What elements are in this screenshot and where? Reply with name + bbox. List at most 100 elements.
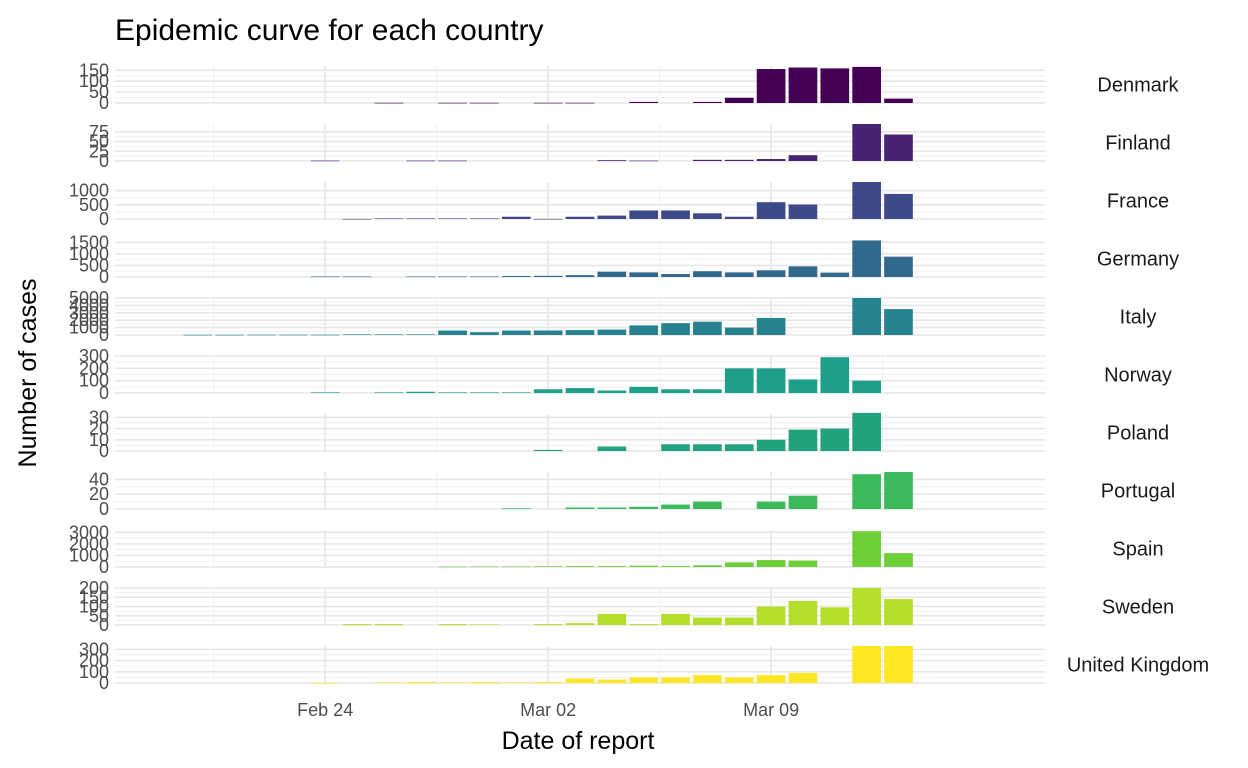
bar-france — [374, 218, 404, 220]
bar-france — [693, 213, 722, 219]
y-axis-title: Number of cases — [14, 279, 42, 468]
bar-denmark — [724, 97, 754, 103]
bar-united-kingdom — [533, 681, 563, 683]
bar-spain — [629, 565, 659, 567]
bar-france — [406, 218, 436, 220]
bar-germany — [406, 276, 436, 278]
bar-norway — [724, 368, 754, 393]
bar-norway — [788, 379, 818, 393]
y-tick-label: 10 — [89, 430, 109, 450]
bar-finland — [597, 160, 627, 161]
bar-italy — [342, 334, 372, 336]
bar-france — [661, 210, 690, 219]
bar-denmark — [565, 102, 595, 104]
bar-france — [629, 210, 659, 219]
bar-france — [597, 215, 627, 219]
bar-spain — [884, 553, 913, 567]
y-tick-label: 1000 — [69, 318, 109, 338]
y-tick-label: 0 — [99, 209, 109, 229]
bar-denmark — [438, 102, 467, 104]
strip-label-denmark: Denmark — [1097, 75, 1179, 97]
bar-spain — [565, 566, 595, 567]
bar-united-kingdom — [629, 677, 659, 683]
bar-germany — [597, 271, 627, 277]
bar-united-kingdom — [693, 675, 722, 683]
bar-united-kingdom — [565, 678, 595, 683]
bar-norway — [629, 386, 659, 393]
y-tick-label: 50 — [89, 132, 109, 152]
bar-spain — [693, 565, 722, 567]
x-tick-label: Mar 09 — [743, 700, 799, 720]
bar-finland — [724, 159, 754, 161]
y-tick-label: 1000 — [69, 545, 109, 565]
y-tick-label: 50 — [89, 82, 109, 102]
y-tick-label: 0 — [99, 615, 109, 635]
x-tick-label: Feb 24 — [297, 700, 353, 720]
bar-germany — [342, 276, 372, 278]
y-tick-label: 0 — [99, 441, 109, 461]
y-tick-label: 5000 — [69, 288, 109, 308]
strip-label-france: France — [1107, 191, 1169, 213]
bar-portugal — [852, 474, 881, 509]
bar-italy — [629, 325, 659, 335]
bar-denmark — [629, 101, 659, 103]
bar-united-kingdom — [756, 675, 786, 683]
bar-portugal — [629, 506, 659, 509]
y-tick-label: 20 — [89, 484, 109, 504]
bar-germany — [629, 272, 659, 277]
bar-germany — [438, 276, 467, 278]
bar-spain — [756, 560, 786, 567]
bar-united-kingdom — [852, 646, 881, 683]
bar-poland — [788, 429, 818, 451]
strip-label-germany: Germany — [1097, 249, 1179, 271]
bar-germany — [724, 272, 754, 277]
bar-portugal — [756, 501, 786, 509]
bar-united-kingdom — [438, 682, 467, 684]
bar-denmark — [533, 102, 563, 104]
strip-label-poland: Poland — [1107, 423, 1169, 445]
bar-sweden — [724, 617, 754, 625]
bar-norway — [661, 389, 690, 393]
bar-france — [788, 204, 818, 219]
y-tick-label: 500 — [79, 255, 109, 275]
bar-finland — [884, 134, 913, 161]
bar-poland — [597, 446, 627, 451]
y-tick-label: 150 — [79, 587, 109, 607]
bar-denmark — [788, 67, 818, 103]
bar-italy — [724, 327, 754, 335]
bar-germany — [310, 276, 340, 278]
bar-portugal — [597, 507, 627, 509]
bar-italy — [310, 334, 340, 336]
bar-poland — [724, 444, 754, 451]
bar-germany — [820, 272, 850, 277]
y-tick-label: 0 — [99, 673, 109, 693]
bar-germany — [470, 276, 499, 278]
chart-title: Epidemic curve for each country — [115, 14, 544, 47]
bar-france — [756, 202, 786, 219]
bar-sweden — [756, 606, 786, 625]
y-tick-label: 0 — [99, 93, 109, 113]
y-tick-label: 20 — [89, 419, 109, 439]
strip-label-finland: Finland — [1105, 133, 1171, 155]
bar-sweden — [565, 623, 595, 625]
y-tick-label: 1000 — [69, 244, 109, 264]
bar-denmark — [820, 68, 850, 103]
bar-norway — [374, 392, 404, 393]
bar-norway — [406, 391, 436, 393]
bar-france — [724, 216, 754, 219]
bar-norway — [756, 368, 786, 393]
bar-united-kingdom — [724, 677, 754, 683]
bar-spain — [661, 565, 690, 567]
y-tick-label: 300 — [79, 346, 109, 366]
bar-united-kingdom — [310, 682, 340, 684]
bar-france — [852, 182, 881, 219]
x-axis-ticks: Feb 24 Mar 02 Mar 09 — [297, 700, 799, 720]
